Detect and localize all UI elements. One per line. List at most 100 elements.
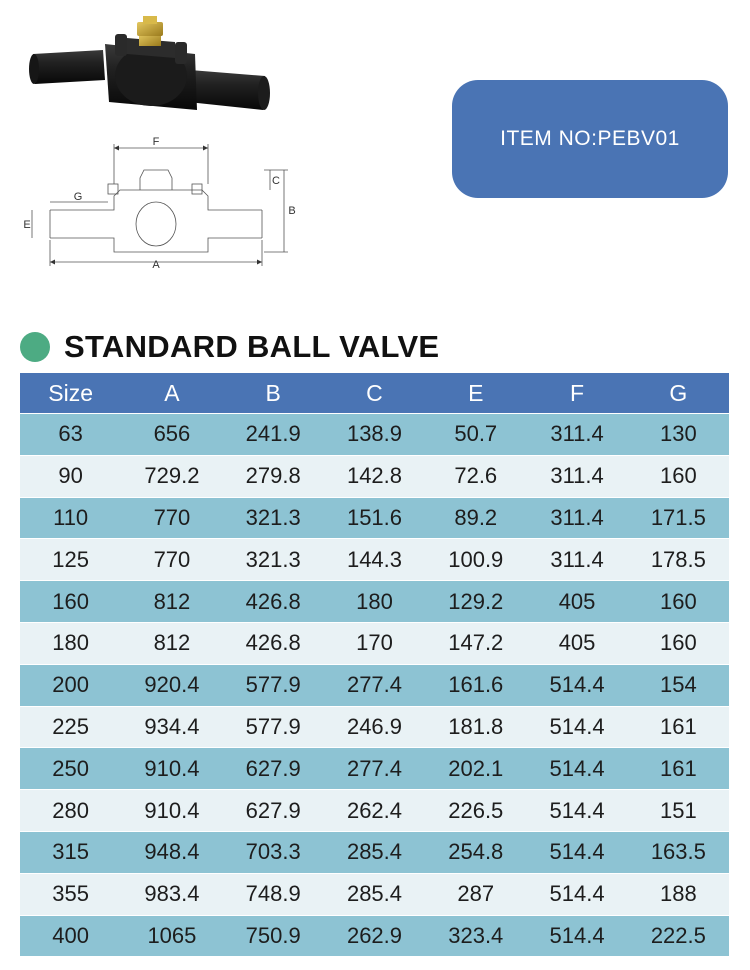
table-body: 63 656 241.9 138.9 50.7 311.4 130 90 729.2 279.8 1…: [20, 413, 729, 957]
cell-a: 920.4: [121, 663, 223, 707]
cell-c: 246.9: [323, 705, 426, 748]
cell-g: 160: [627, 580, 729, 623]
cell-f: 311.4: [526, 413, 628, 456]
cell-f: 311.4: [526, 454, 628, 498]
cell-a: 770: [121, 538, 223, 581]
cell-f: 514.4: [526, 830, 628, 874]
cell-b: 748.9: [222, 872, 324, 916]
cell-b: 321.3: [222, 496, 324, 539]
cell-c: 144.3: [323, 538, 426, 581]
cell-c: 138.9: [323, 413, 426, 456]
cell-b: 279.8: [222, 454, 324, 498]
cell-b: 703.3: [222, 830, 324, 874]
cell-b: 750.9: [222, 914, 324, 957]
cell-b: 426.8: [222, 621, 324, 665]
header-b: B: [222, 373, 324, 414]
cell-g: 178.5: [627, 538, 729, 581]
cell-b: 321.3: [222, 538, 324, 581]
cell-g: 188: [627, 872, 729, 916]
cell-b: 577.9: [222, 663, 324, 707]
cell-e: 287: [425, 872, 527, 916]
cell-size: 200: [20, 663, 122, 707]
cell-a: 948.4: [121, 830, 223, 874]
cell-e: 129.2: [425, 580, 527, 623]
table-row: 125 770 321.3 144.3 100.9 311.4 178.5: [20, 538, 729, 581]
cell-e: 100.9: [425, 538, 527, 581]
dim-label-c: C: [272, 175, 280, 187]
table-row: 200 920.4 577.9 277.4 161.6 514.4 154: [20, 663, 729, 707]
cell-g: 160: [627, 621, 729, 665]
cell-c: 180: [323, 580, 426, 623]
table-row: 400 1065 750.9 262.9 323.4 514.4 222.5: [20, 914, 729, 957]
table-header-row: Size A B C E F G: [20, 373, 729, 414]
cell-c: 285.4: [323, 872, 426, 916]
table-row: 250 910.4 627.9 277.4 202.1 514.4 161: [20, 747, 729, 790]
dim-label-e: E: [23, 219, 30, 231]
header-f: F: [526, 373, 628, 414]
cell-a: 812: [121, 580, 223, 623]
table-row: 315 948.4 703.3 285.4 254.8 514.4 163.5: [20, 830, 729, 874]
dimension-drawing: F A B C E G: [23, 136, 295, 269]
cell-a: 934.4: [121, 705, 223, 748]
cell-e: 323.4: [425, 914, 527, 957]
cell-c: 170: [323, 621, 426, 665]
item-number-box: ITEM NO:PEBV01: [452, 80, 728, 198]
cell-c: 142.8: [323, 454, 426, 498]
cell-size: 280: [20, 789, 122, 832]
header-e: E: [425, 373, 527, 414]
cell-f: 514.4: [526, 914, 628, 957]
cell-f: 405: [526, 621, 628, 665]
cell-b: 577.9: [222, 705, 324, 748]
cell-size: 355: [20, 872, 122, 916]
cell-a: 983.4: [121, 872, 223, 916]
cell-b: 426.8: [222, 580, 324, 623]
bullet-dot-icon: [20, 332, 50, 362]
cell-a: 656: [121, 413, 223, 456]
cell-e: 72.6: [425, 454, 527, 498]
cell-g: 160: [627, 454, 729, 498]
table-row: 90 729.2 279.8 142.8 72.6 311.4 160: [20, 454, 729, 498]
cell-e: 226.5: [425, 789, 527, 832]
cell-g: 222.5: [627, 914, 729, 957]
cell-c: 151.6: [323, 496, 426, 539]
cell-a: 1065: [121, 914, 223, 957]
dim-label-b: B: [288, 205, 295, 217]
cell-size: 110: [20, 496, 122, 539]
cell-g: 171.5: [627, 496, 729, 539]
cell-size: 125: [20, 538, 122, 581]
cell-g: 130: [627, 413, 729, 456]
cell-c: 277.4: [323, 663, 426, 707]
table-row: 110 770 321.3 151.6 89.2 311.4 171.5: [20, 496, 729, 539]
cell-e: 50.7: [425, 413, 527, 456]
table-row: 355 983.4 748.9 285.4 287 514.4 188: [20, 872, 729, 916]
cell-g: 163.5: [627, 830, 729, 874]
cell-a: 910.4: [121, 747, 223, 790]
table-row: 225 934.4 577.9 246.9 181.8 514.4 161: [20, 705, 729, 748]
cell-a: 770: [121, 496, 223, 539]
cell-a: 729.2: [121, 454, 223, 498]
table-row: 63 656 241.9 138.9 50.7 311.4 130: [20, 413, 729, 456]
cell-size: 315: [20, 830, 122, 874]
cell-c: 277.4: [323, 747, 426, 790]
dim-label-a: A: [152, 259, 160, 269]
cell-a: 910.4: [121, 789, 223, 832]
cell-g: 154: [627, 663, 729, 707]
cell-c: 262.9: [323, 914, 426, 957]
valve-product-photo: [29, 16, 270, 110]
header-g: G: [627, 373, 729, 414]
cell-size: 400: [20, 914, 122, 957]
cell-a: 812: [121, 621, 223, 665]
cell-size: 160: [20, 580, 122, 623]
section-heading: STANDARD BALL VALVE: [20, 327, 439, 367]
table-row: 160 812 426.8 180 129.2 405 160: [20, 580, 729, 623]
cell-f: 311.4: [526, 538, 628, 581]
dim-label-f: F: [153, 136, 160, 148]
cell-b: 627.9: [222, 789, 324, 832]
cell-size: 90: [20, 454, 122, 498]
cell-g: 161: [627, 705, 729, 748]
cell-c: 262.4: [323, 789, 426, 832]
cell-e: 181.8: [425, 705, 527, 748]
cell-size: 180: [20, 621, 122, 665]
cell-size: 250: [20, 747, 122, 790]
cell-g: 161: [627, 747, 729, 790]
